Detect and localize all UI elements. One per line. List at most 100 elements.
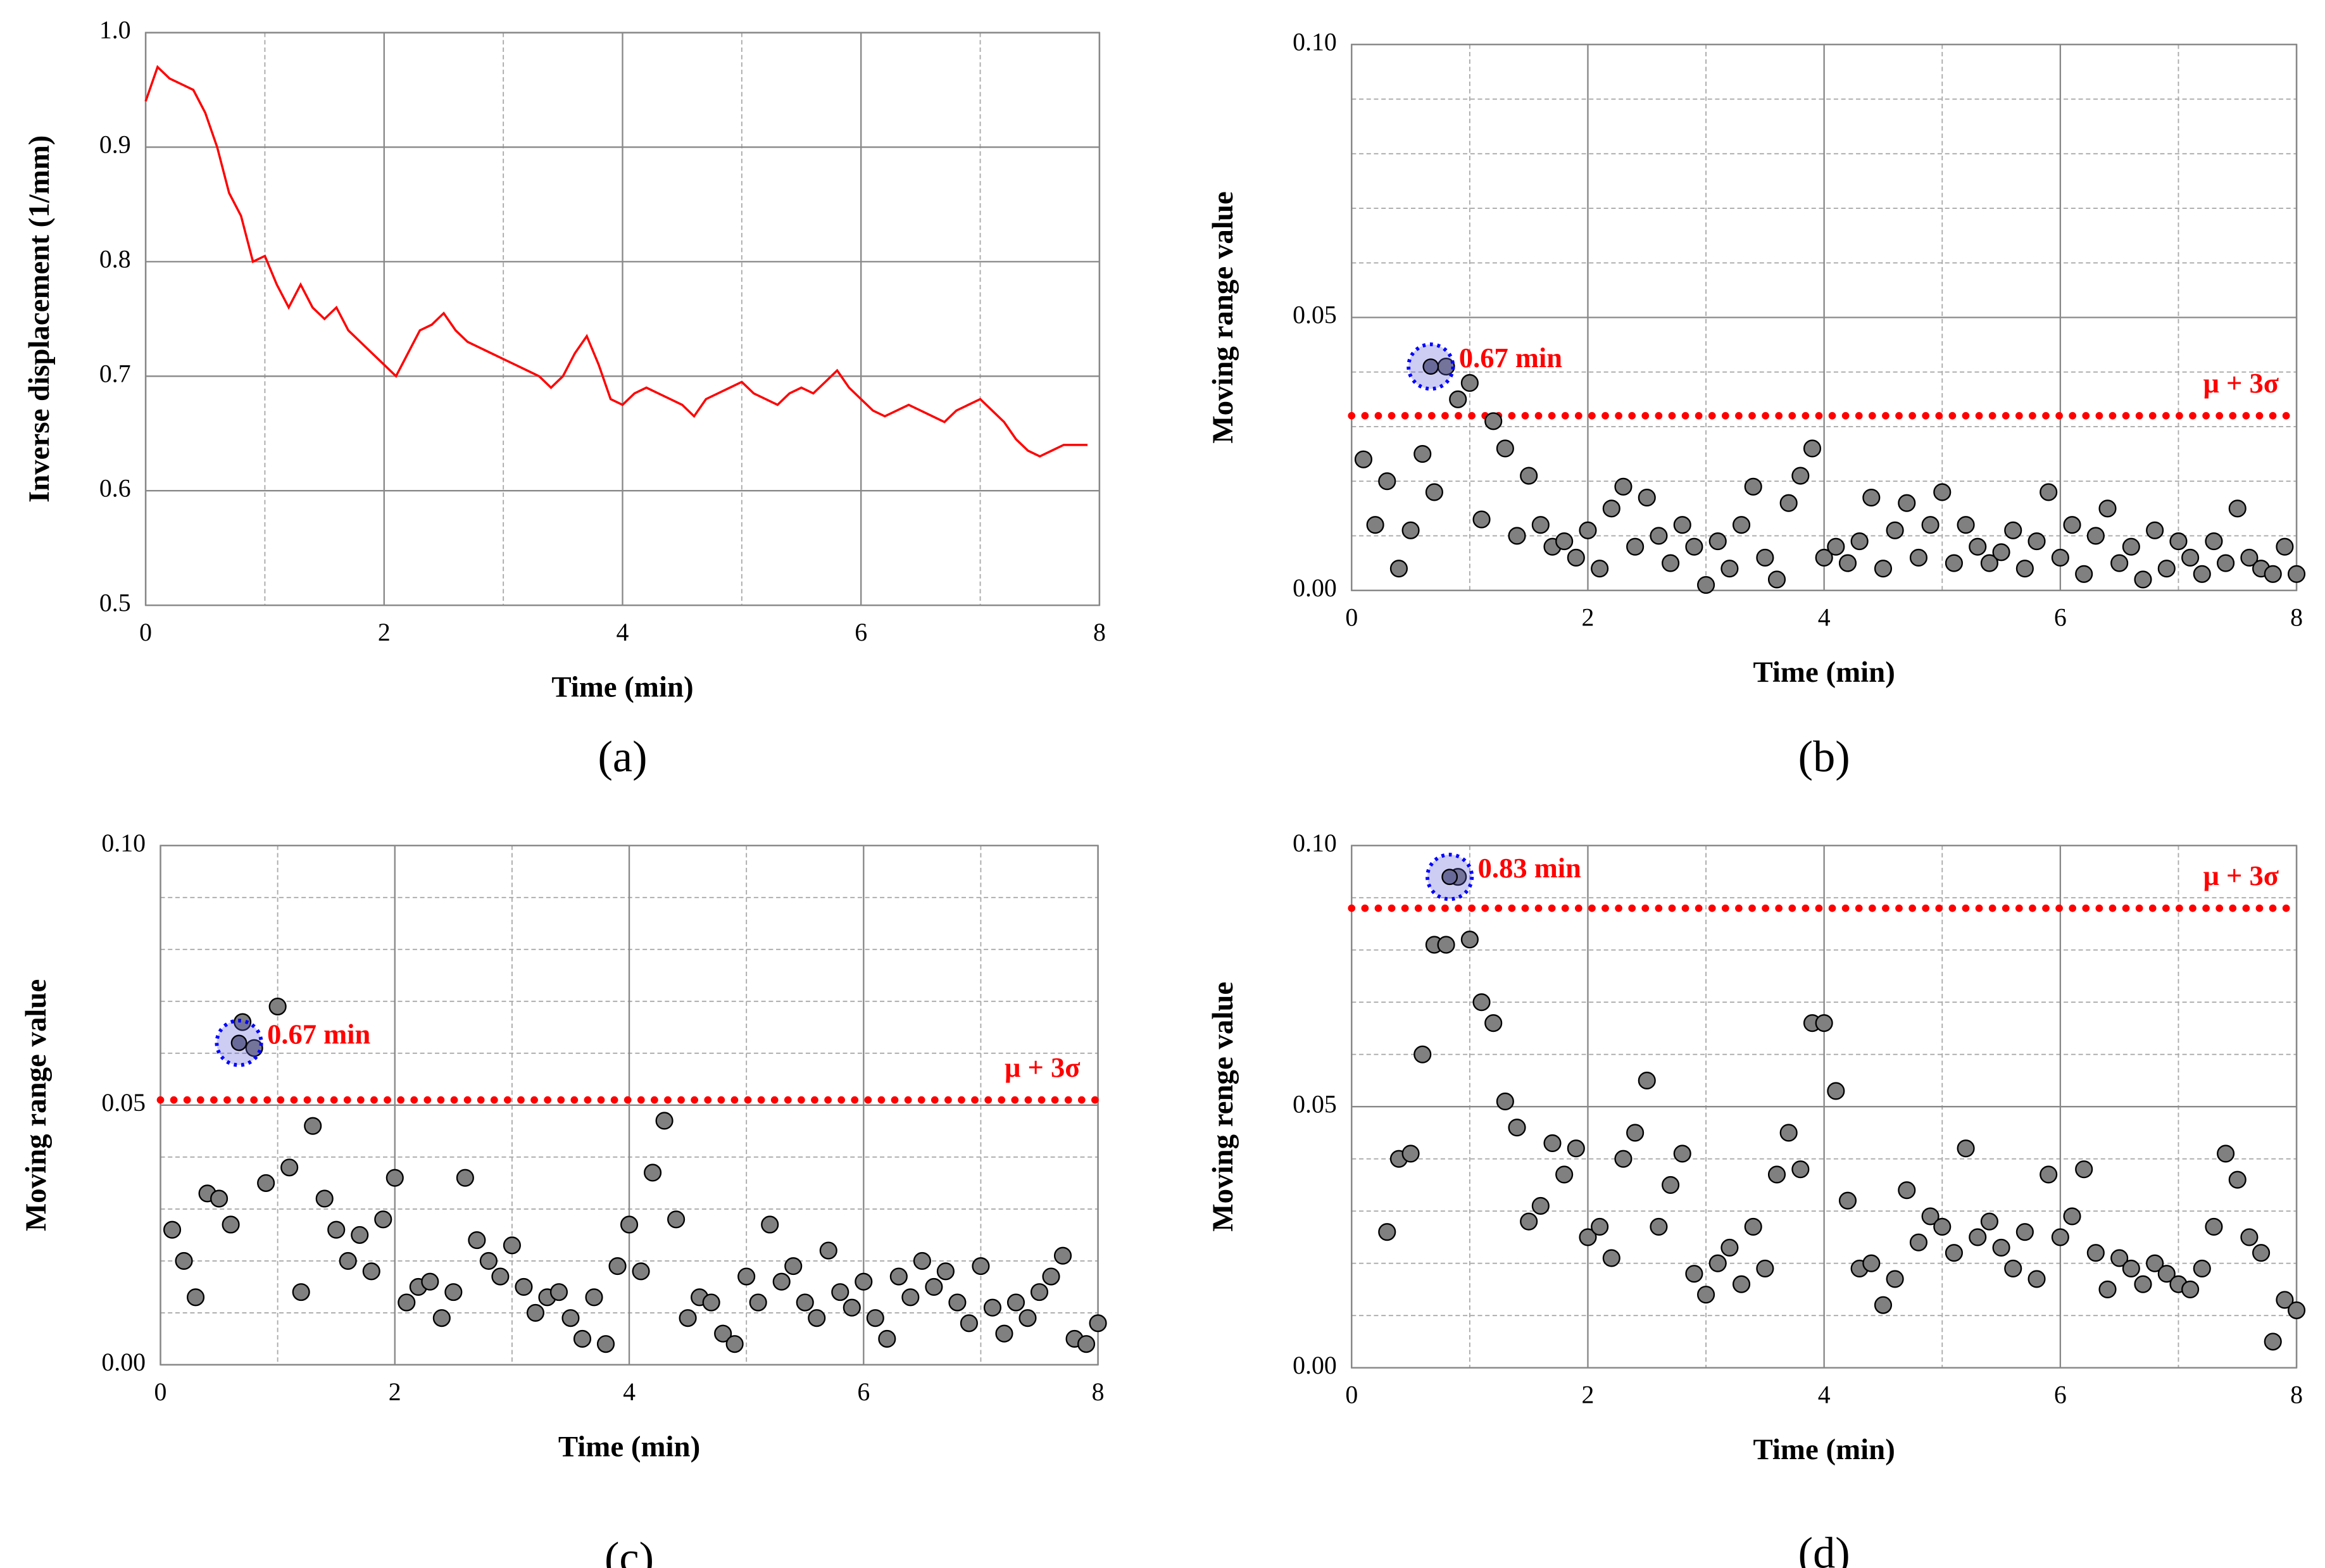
- data-point: [1614, 477, 1633, 496]
- data-point: [679, 1309, 697, 1327]
- data-point: [2040, 1165, 2058, 1184]
- data-point: [561, 1309, 580, 1327]
- data-point: [2181, 548, 2200, 567]
- panel-label: (d): [1798, 1529, 1850, 1568]
- data-point: [2193, 1259, 2211, 1277]
- data-point: [960, 1314, 978, 1333]
- data-point: [1779, 1124, 1798, 1142]
- data-point: [1957, 1139, 1975, 1158]
- data-point: [421, 1272, 439, 1291]
- data-point: [1945, 1244, 1963, 1262]
- data-point: [855, 1272, 873, 1291]
- data-point: [596, 1335, 615, 1353]
- data-point: [1744, 477, 1762, 496]
- data-point: [1626, 1124, 1645, 1142]
- data-point: [1673, 1145, 1691, 1163]
- x-tick-label: 4: [623, 1378, 636, 1406]
- data-point: [1413, 445, 1432, 463]
- data-point: [1969, 1228, 1987, 1246]
- data-point: [1591, 560, 1609, 578]
- data-point: [1602, 1249, 1620, 1267]
- data-point: [655, 1112, 674, 1130]
- data-point: [2040, 483, 2058, 501]
- data-point: [1567, 548, 1585, 567]
- y-axis-title: Moving range value: [20, 979, 53, 1231]
- x-tick-label: 4: [1818, 1381, 1831, 1409]
- data-point: [1815, 1014, 1833, 1032]
- data-point: [374, 1210, 392, 1229]
- data-point: [2157, 1265, 2176, 1283]
- data-point: [444, 1283, 463, 1301]
- data-point: [761, 1215, 779, 1234]
- data-point: [1472, 510, 1491, 529]
- data-point: [362, 1262, 380, 1281]
- data-point: [268, 997, 287, 1016]
- data-point: [1662, 554, 1680, 572]
- x-tick-label: 2: [389, 1378, 401, 1406]
- data-point: [1992, 543, 2010, 561]
- data-point: [1685, 1265, 1703, 1283]
- data-point: [1662, 1176, 1680, 1194]
- data-point: [1708, 1254, 1727, 1272]
- data-point: [819, 1241, 837, 1260]
- data-point: [1791, 1160, 1810, 1179]
- data-point: [2264, 1333, 2282, 1351]
- data-point: [1933, 1217, 1952, 1236]
- data-point: [1018, 1309, 1037, 1327]
- y-axis-title: Moving range value: [1206, 191, 1239, 443]
- data-point: [2051, 548, 2069, 567]
- data-point: [2181, 1280, 2200, 1298]
- x-tick-label: 4: [1818, 604, 1831, 632]
- data-point: [186, 1288, 205, 1307]
- threshold-label: μ + 3σ: [2203, 860, 2279, 891]
- data-point: [1389, 560, 1408, 578]
- data-point: [796, 1293, 814, 1312]
- data-point: [1520, 1212, 1538, 1231]
- data-point: [2075, 1160, 2093, 1179]
- data-point: [2240, 548, 2259, 567]
- data-point: [1437, 936, 1455, 954]
- x-tick-label: 0: [154, 1378, 167, 1406]
- data-point: [1673, 516, 1691, 534]
- x-tick-label: 6: [2054, 604, 2067, 632]
- data-point: [772, 1272, 791, 1291]
- data-point: [292, 1283, 310, 1301]
- data-point: [2146, 1254, 2164, 1272]
- data-point: [1957, 516, 1975, 534]
- data-point: [1838, 554, 1857, 572]
- data-point: [2015, 1223, 2034, 1241]
- threshold-label: μ + 3σ: [2203, 367, 2279, 399]
- data-point: [585, 1288, 603, 1307]
- data-point: [1089, 1314, 1107, 1333]
- x-axis-title: Time (min): [1753, 656, 1895, 689]
- data-point: [1732, 516, 1751, 534]
- x-tick-label: 2: [378, 618, 391, 646]
- data-point: [725, 1335, 744, 1353]
- data-point: [1921, 516, 1940, 534]
- data-point: [608, 1257, 627, 1276]
- y-axis-title: Moving renge value: [1206, 982, 1239, 1232]
- x-tick-label: 0: [139, 618, 152, 646]
- data-point: [632, 1262, 650, 1281]
- data-point: [304, 1117, 322, 1135]
- x-tick-label: 6: [855, 618, 867, 646]
- data-point: [2287, 565, 2306, 583]
- data-point: [714, 1324, 732, 1343]
- data-point: [2205, 1217, 2223, 1236]
- panel-label: (a): [598, 732, 647, 781]
- data-point: [1933, 483, 1952, 501]
- data-point: [1980, 554, 1998, 572]
- data-point: [983, 1298, 1002, 1317]
- data-point: [1508, 527, 1526, 545]
- data-point: [2122, 537, 2140, 556]
- data-point: [702, 1293, 720, 1312]
- data-point: [1992, 1238, 2010, 1257]
- data-point: [1898, 1181, 1916, 1200]
- data-point: [1484, 1014, 1503, 1032]
- data-point: [479, 1251, 498, 1270]
- data-point: [1531, 1196, 1550, 1215]
- data-point: [878, 1329, 896, 1348]
- data-point: [784, 1257, 803, 1276]
- data-point: [1460, 931, 1479, 949]
- data-point: [1354, 450, 1373, 468]
